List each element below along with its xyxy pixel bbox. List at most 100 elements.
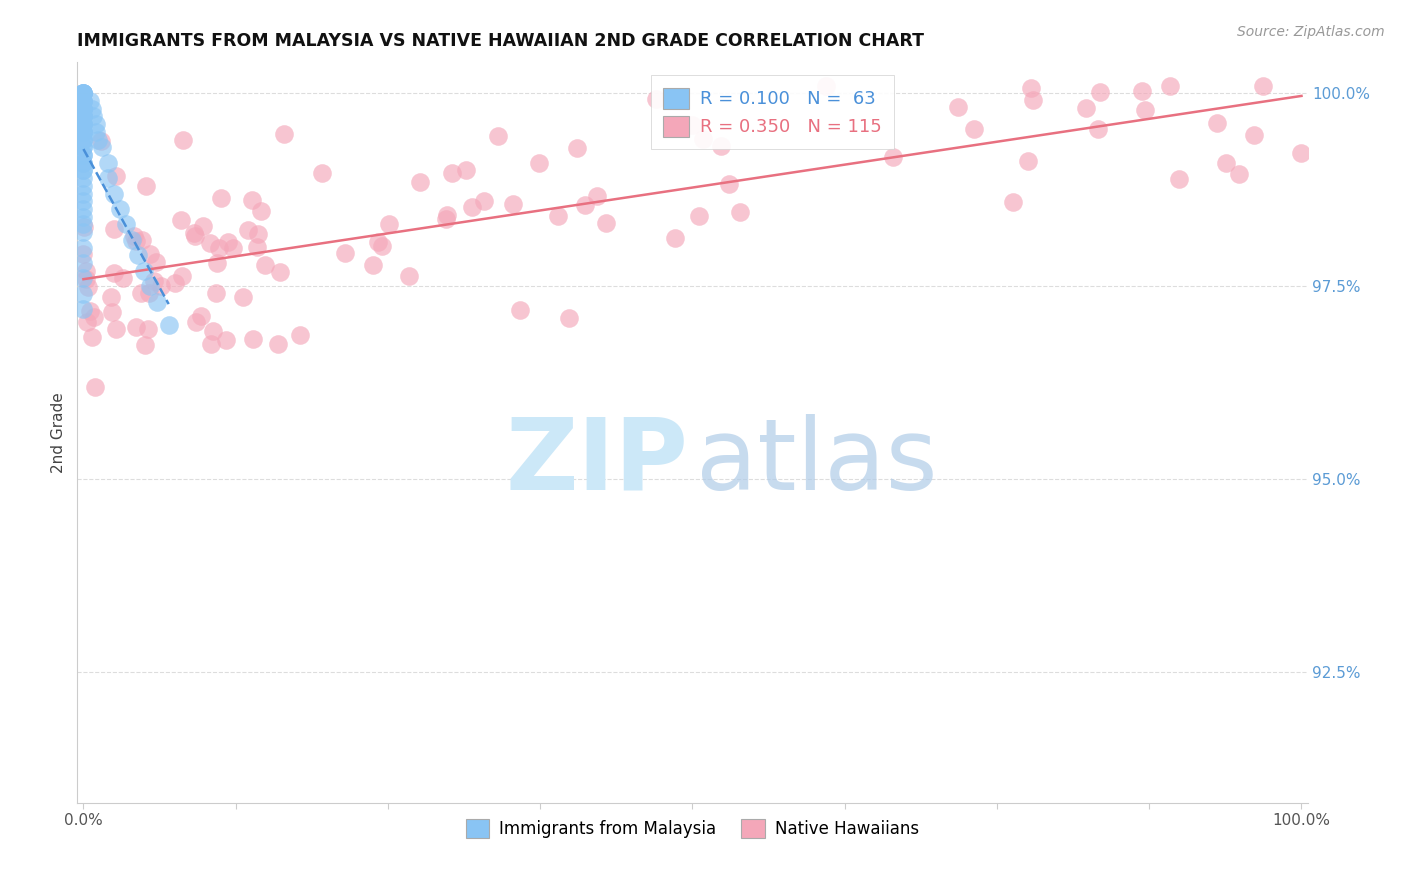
- Point: [201, 324, 224, 338]
- Point: [136, 322, 159, 336]
- Point: [217, 235, 239, 250]
- Point: [72, 94, 94, 108]
- Point: [1088, 85, 1111, 99]
- Point: [79, 94, 101, 108]
- Point: [1130, 84, 1153, 98]
- Point: [72, 132, 94, 146]
- Point: [72, 225, 94, 239]
- Point: [882, 150, 904, 164]
- Point: [73, 220, 96, 235]
- Point: [72, 155, 94, 169]
- Point: [456, 162, 478, 177]
- Point: [558, 311, 581, 326]
- Legend: Immigrants from Malaysia, Native Hawaiians: Immigrants from Malaysia, Native Hawaiia…: [458, 810, 927, 847]
- Point: [100, 290, 122, 304]
- Point: [681, 118, 703, 132]
- Point: [946, 100, 969, 114]
- Point: [72, 125, 94, 139]
- Point: [79, 304, 101, 318]
- Point: [72, 218, 94, 232]
- Point: [72, 163, 94, 178]
- Point: [440, 166, 463, 180]
- Point: [190, 310, 212, 324]
- Text: Source: ZipAtlas.com: Source: ZipAtlas.com: [1237, 25, 1385, 39]
- Point: [72, 125, 94, 139]
- Point: [134, 337, 156, 351]
- Point: [87, 132, 110, 146]
- Point: [509, 302, 531, 317]
- Point: [409, 175, 432, 189]
- Point: [170, 268, 193, 283]
- Point: [127, 248, 149, 262]
- Point: [145, 294, 167, 309]
- Point: [72, 110, 94, 124]
- Point: [1021, 93, 1043, 107]
- Point: [72, 102, 94, 116]
- Point: [222, 242, 245, 256]
- Point: [361, 258, 384, 272]
- Point: [72, 87, 94, 101]
- Point: [72, 140, 94, 154]
- Point: [121, 233, 143, 247]
- Point: [169, 212, 191, 227]
- Point: [436, 211, 458, 226]
- Point: [333, 245, 356, 260]
- Point: [135, 179, 157, 194]
- Point: [728, 204, 751, 219]
- Point: [529, 156, 551, 170]
- Point: [72, 94, 94, 108]
- Point: [138, 246, 160, 260]
- Point: [72, 132, 94, 146]
- Point: [595, 217, 617, 231]
- Point: [72, 94, 94, 108]
- Point: [664, 231, 686, 245]
- Point: [692, 132, 714, 146]
- Point: [1215, 156, 1237, 170]
- Point: [72, 87, 94, 101]
- Point: [486, 129, 509, 144]
- Point: [72, 163, 94, 178]
- Point: [72, 110, 94, 124]
- Point: [72, 117, 94, 131]
- Point: [72, 87, 94, 101]
- Text: atlas: atlas: [696, 414, 938, 511]
- Point: [72, 240, 94, 254]
- Point: [191, 219, 214, 233]
- Point: [115, 218, 138, 232]
- Point: [1251, 78, 1274, 93]
- Point: [77, 280, 100, 294]
- Point: [84, 125, 107, 139]
- Point: [718, 178, 741, 192]
- Point: [72, 194, 94, 209]
- Point: [72, 302, 94, 317]
- Point: [1289, 145, 1312, 160]
- Point: [1227, 167, 1250, 181]
- Point: [84, 380, 107, 394]
- Point: [80, 102, 103, 116]
- Point: [150, 279, 173, 293]
- Point: [236, 223, 259, 237]
- Point: [75, 272, 97, 286]
- Point: [72, 102, 94, 116]
- Point: [814, 78, 837, 93]
- Point: [72, 210, 94, 224]
- Text: ZIP: ZIP: [506, 414, 689, 511]
- Point: [72, 110, 94, 124]
- Point: [688, 210, 710, 224]
- Point: [129, 285, 152, 300]
- Point: [1243, 128, 1265, 143]
- Point: [72, 102, 94, 116]
- Point: [186, 315, 208, 329]
- Point: [72, 87, 94, 101]
- Point: [72, 87, 94, 101]
- Point: [157, 318, 180, 332]
- Point: [72, 171, 94, 186]
- Point: [138, 285, 160, 300]
- Point: [367, 235, 389, 250]
- Point: [215, 333, 238, 347]
- Point: [72, 256, 94, 270]
- Point: [586, 189, 609, 203]
- Point: [72, 247, 94, 261]
- Point: [436, 208, 458, 222]
- Point: [90, 140, 112, 154]
